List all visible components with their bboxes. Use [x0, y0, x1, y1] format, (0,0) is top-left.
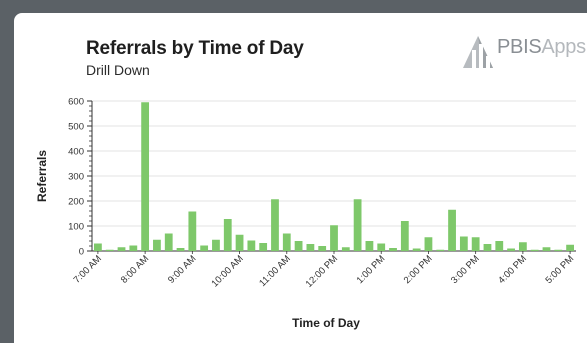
- bar: [294, 241, 303, 251]
- bar: [412, 248, 421, 251]
- y-tick-label: 500: [68, 122, 84, 133]
- bar: [94, 243, 102, 251]
- logo-text-light: Apps: [541, 36, 586, 58]
- y-tick-label: 600: [68, 97, 84, 108]
- x-tick-label: 3:00 PM: [449, 253, 482, 286]
- bar: [176, 248, 185, 251]
- y-tick-label: 200: [68, 197, 84, 208]
- bar: [141, 102, 150, 251]
- bar: [495, 241, 504, 251]
- y-tick-label: 0: [79, 247, 84, 258]
- bar: [542, 247, 551, 251]
- bar: [566, 244, 574, 251]
- chart-title: Referrals by Time of Day: [86, 38, 304, 59]
- bar: [400, 221, 409, 251]
- x-tick-label: 12:00 PM: [304, 253, 341, 290]
- bar: [554, 249, 563, 251]
- referrals-bar-chart: 0 100 200 300 400 500 600 7:00 AM 8:00 AM 9:00 AM…: [35, 97, 576, 331]
- bar: [448, 209, 456, 251]
- bar: [223, 219, 232, 251]
- x-tick-label: 1:00 PM: [355, 253, 388, 286]
- bar: [459, 236, 468, 251]
- bar: [318, 246, 327, 251]
- bar: [153, 239, 161, 251]
- bar: [330, 225, 338, 251]
- x-tick-label: 5:00 PM: [543, 253, 576, 286]
- x-tick-label: 9:00 AM: [166, 253, 198, 285]
- bar: [235, 234, 244, 251]
- bar: [306, 244, 315, 251]
- bar: [424, 237, 433, 251]
- x-tick-label: 2:00 PM: [402, 253, 435, 286]
- pbisapps-logo-icon: [463, 36, 493, 68]
- y-tick-label: 300: [68, 172, 84, 183]
- y-tick-label: 100: [68, 222, 84, 233]
- y-axis-title: Referrals: [35, 150, 49, 202]
- bar: [518, 242, 527, 251]
- bar: [117, 247, 126, 251]
- bar: [188, 211, 197, 251]
- bar: [271, 199, 279, 251]
- logo-text-bold: PBIS: [497, 36, 542, 58]
- bar: [483, 244, 492, 251]
- x-tick-label: 8:00 AM: [119, 253, 151, 285]
- bar: [129, 245, 138, 251]
- bar: [212, 239, 220, 251]
- x-axis-title: Time of Day: [292, 316, 360, 330]
- pbisapps-logo: PBISApps: [461, 30, 587, 70]
- bar: [259, 243, 268, 251]
- bar: [507, 248, 515, 251]
- bar: [353, 199, 362, 251]
- x-tick-label: 4:00 PM: [496, 253, 529, 286]
- bar: [365, 241, 374, 251]
- bar: [530, 249, 539, 251]
- bar: [389, 248, 397, 251]
- bar: [471, 237, 480, 251]
- logo-text: PBISApps: [497, 36, 586, 59]
- bar: [247, 240, 256, 251]
- bar: [341, 247, 350, 251]
- chart-subtitle: Drill Down: [86, 62, 150, 78]
- x-tick-label: 11:00 AM: [257, 253, 293, 289]
- x-tick-label: 10:00 AM: [210, 253, 246, 289]
- bar: [436, 249, 445, 251]
- x-tick-label: 7:00 AM: [72, 253, 104, 285]
- bar: [164, 233, 173, 251]
- bar: [105, 249, 114, 251]
- bar: [200, 245, 209, 251]
- y-tick-label: 400: [68, 147, 84, 158]
- bar: [282, 233, 291, 251]
- bar: [377, 243, 386, 251]
